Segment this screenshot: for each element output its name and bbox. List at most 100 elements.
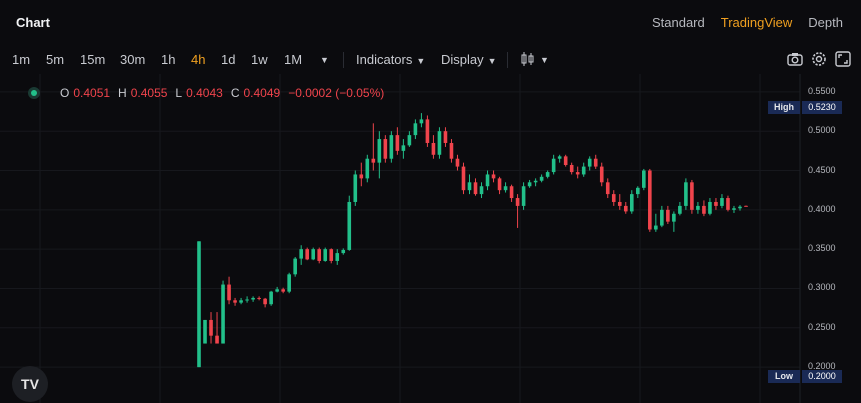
candle-body — [497, 178, 502, 191]
settings-gear-icon[interactable] — [810, 50, 828, 68]
timeframe-30m-button[interactable]: 30m — [120, 52, 146, 67]
chart-title: Chart — [16, 15, 50, 30]
candle-body — [263, 298, 267, 305]
candle-body — [413, 123, 418, 136]
series-status-icon[interactable] — [28, 87, 40, 99]
candle-body — [678, 205, 682, 214]
close-value: 0.4049 — [243, 86, 281, 100]
candle-body — [335, 253, 340, 261]
close-label: C — [230, 86, 240, 100]
candle-body — [515, 198, 520, 206]
candle-body — [660, 209, 664, 226]
camera-icon[interactable] — [786, 50, 804, 68]
candle-body — [425, 119, 430, 143]
timeframe-1w-button[interactable]: 1w — [251, 52, 268, 67]
indicators-caret-icon: ▼ — [416, 56, 426, 66]
candle-body — [672, 213, 676, 222]
candle-body — [341, 249, 346, 254]
candle-body — [744, 205, 748, 207]
candle-body — [221, 284, 225, 344]
candle-body — [473, 182, 478, 195]
candle-body — [455, 158, 460, 167]
timeframe-1m-button[interactable]: 1m — [12, 52, 31, 67]
low-marker-value: 0.2000 — [802, 370, 842, 383]
view-depth-tab[interactable]: Depth — [808, 15, 843, 30]
candle-body — [623, 205, 628, 212]
timeframe-5m-button[interactable]: 5m — [46, 52, 65, 67]
toolbar-divider — [343, 52, 344, 68]
candle-body — [269, 291, 273, 305]
timeframe-4h-button[interactable]: 4h — [191, 52, 206, 67]
price-axis-tick-label: 0.4500 — [808, 164, 836, 175]
more-timeframes-dropdown-icon[interactable]: ▼ — [320, 55, 329, 65]
candle-body — [209, 319, 213, 336]
candlestick-chart[interactable] — [0, 74, 861, 403]
display-button[interactable]: Display ▼ — [441, 52, 497, 67]
candle-body — [587, 158, 592, 167]
candle-body — [605, 182, 610, 195]
candle-body — [431, 142, 436, 155]
candle-body — [617, 201, 622, 206]
timeframe-15m-button[interactable]: 15m — [80, 52, 106, 67]
candle-body — [281, 289, 285, 292]
price-axis-tick-label: 0.2000 — [808, 361, 836, 372]
candle-body — [575, 172, 580, 175]
candle-body — [389, 135, 394, 159]
chart-toolbar: 1m 5m 15m 30m 1h 4h 1d 1w 1M ▼ Indicator… — [0, 44, 861, 74]
candle-body — [738, 206, 742, 209]
tradingview-logo-icon[interactable]: TV — [12, 366, 48, 402]
indicators-button[interactable]: Indicators ▼ — [356, 52, 425, 67]
candle-body — [708, 201, 712, 214]
candle-body — [581, 166, 586, 175]
candle-body — [293, 258, 297, 275]
view-switcher: Standard TradingView Depth — [652, 15, 843, 30]
candle-body — [521, 186, 526, 206]
candle-body — [539, 176, 544, 181]
price-axis-tick-label: 0.2500 — [808, 321, 836, 332]
price-axis-tick-label: 0.3500 — [808, 243, 836, 254]
view-tradingview-tab[interactable]: TradingView — [720, 15, 793, 30]
candle-body — [437, 131, 442, 155]
candle-type-icon[interactable] — [519, 50, 537, 68]
candle-body — [593, 158, 598, 167]
candle-body — [503, 186, 508, 191]
candle-body — [642, 170, 646, 188]
timeframe-1h-button[interactable]: 1h — [161, 52, 176, 67]
timeframe-1d-button[interactable]: 1d — [221, 52, 236, 67]
candle-body — [359, 174, 364, 179]
candle-body — [635, 187, 640, 195]
candle-body — [287, 274, 291, 292]
timeframe-1M-button[interactable]: 1M — [284, 52, 303, 67]
candle-body — [648, 170, 652, 230]
candle-type-dropdown-icon[interactable]: ▼ — [540, 55, 549, 65]
high-marker-value: 0.5230 — [802, 101, 842, 114]
view-standard-tab[interactable]: Standard — [651, 15, 705, 30]
price-axis-tick-label: 0.5000 — [808, 125, 836, 136]
candle-body — [257, 297, 261, 299]
candle-body — [551, 158, 556, 173]
candle-body — [419, 119, 424, 124]
candle-body — [702, 205, 706, 214]
candle-body — [377, 139, 382, 163]
fullscreen-icon[interactable] — [834, 50, 852, 68]
low-label: L — [175, 86, 183, 100]
candle-body — [371, 158, 376, 163]
indicators-label: Indicators — [356, 52, 413, 67]
candle-body — [684, 182, 688, 206]
candle-body — [732, 208, 736, 210]
low-value: 0.4043 — [186, 86, 223, 100]
candle-body — [233, 300, 237, 303]
candle-body — [401, 145, 406, 151]
price-axis-tick-label: 0.3000 — [808, 282, 836, 293]
candle-body — [599, 166, 604, 183]
candle-body — [305, 249, 310, 260]
candle-body — [491, 174, 496, 179]
candle-body — [203, 319, 207, 344]
candle-body — [654, 225, 658, 230]
candle-body — [323, 249, 328, 261]
price-axis-tick-label: 0.4000 — [808, 203, 836, 214]
candle-body — [509, 186, 514, 199]
candle-body — [215, 335, 219, 344]
candle-body — [720, 198, 724, 206]
display-caret-icon: ▼ — [487, 56, 497, 66]
